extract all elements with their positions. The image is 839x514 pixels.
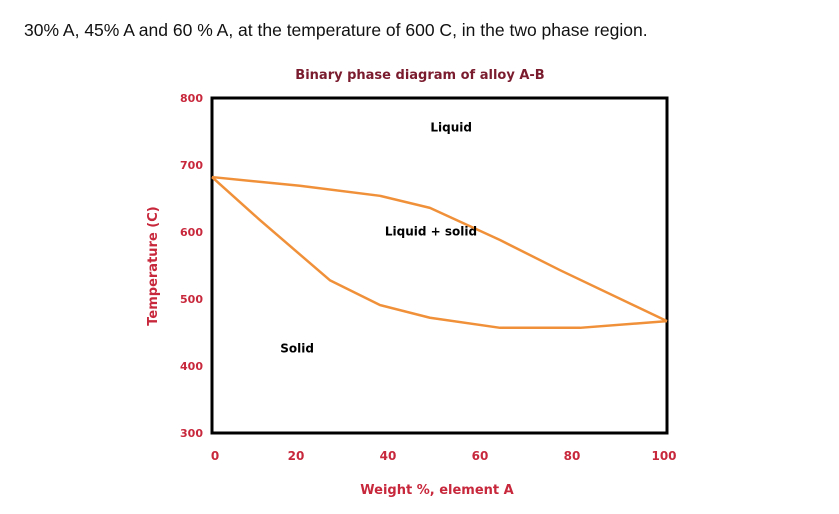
y-tick-label: 400 — [180, 360, 203, 373]
x-tick-label: 20 — [288, 449, 305, 463]
y-tick-label: 700 — [180, 159, 203, 172]
question-text: 30% A, 45% A and 60 % A, at the temperat… — [24, 20, 648, 40]
x-tick-label: 40 — [380, 449, 397, 463]
x-tick-label: 0 — [211, 449, 219, 463]
region-label: Solid — [280, 342, 314, 356]
y-tick-label: 300 — [180, 427, 203, 440]
region-label: Liquid + solid — [385, 224, 477, 238]
y-axis-label: Temperature (C) — [146, 206, 161, 325]
x-tick-label: 80 — [564, 449, 581, 463]
region-label: Liquid — [430, 121, 472, 135]
x-axis-label: Weight %, element A — [360, 483, 513, 498]
liquidus-line — [211, 175, 668, 323]
chart-title: Binary phase diagram of alloy A-B — [295, 68, 544, 83]
x-tick-label: 60 — [472, 449, 489, 463]
plot-frame — [210, 96, 669, 435]
y-tick-label: 600 — [180, 226, 203, 239]
solidus-line — [211, 176, 668, 330]
y-tick-label: 800 — [180, 92, 203, 105]
x-tick-label: 100 — [651, 449, 676, 463]
y-tick-label: 500 — [180, 293, 203, 306]
